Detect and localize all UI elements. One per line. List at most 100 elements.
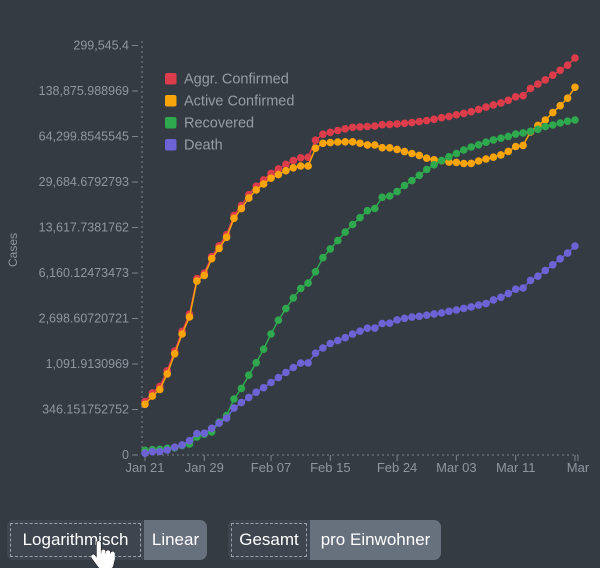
legend-item-active-confirmed[interactable]: Active Confirmed	[165, 94, 294, 110]
y-axis-title: Cases	[6, 233, 20, 267]
data-point-death	[193, 429, 201, 438]
data-point-active-confirmed	[282, 166, 290, 175]
data-point-death	[541, 266, 550, 275]
logarithmic-scale-button[interactable]: Logarithmisch	[7, 520, 144, 560]
data-point-active-confirmed	[348, 138, 357, 146]
data-point-death	[511, 285, 520, 294]
legend-label-recovered[interactable]: Recovered	[184, 116, 254, 132]
data-point-death	[430, 310, 438, 318]
data-point-recovered	[274, 316, 283, 325]
data-point-recovered	[563, 117, 572, 125]
data-point-active-confirmed	[141, 400, 149, 409]
data-point-aggr-confirmed	[526, 84, 535, 93]
data-point-death	[415, 312, 424, 321]
data-point-active-confirmed	[237, 204, 246, 213]
data-point-death	[489, 296, 498, 304]
data-point-recovered	[348, 220, 357, 229]
data-point-death	[526, 276, 535, 285]
data-point-aggr-confirmed	[400, 119, 409, 128]
x-tick-label: Jan 29	[185, 460, 224, 475]
series-death	[141, 242, 579, 458]
data-point-death	[393, 316, 401, 324]
data-point-recovered	[267, 330, 275, 338]
data-point-active-confirmed	[467, 159, 476, 168]
data-point-aggr-confirmed	[371, 122, 379, 130]
data-point-recovered	[363, 206, 372, 215]
legend-label-death[interactable]: Death	[184, 138, 223, 154]
data-point-recovered	[230, 395, 238, 403]
data-point-recovered	[422, 165, 431, 174]
x-tick-label: Jan 21	[125, 460, 164, 475]
data-point-death	[400, 314, 409, 323]
data-point-recovered	[259, 345, 268, 354]
data-point-recovered	[385, 192, 394, 200]
x-tick-label: Mar 11	[496, 460, 536, 475]
per-capita-mode-button[interactable]: pro Einwohner	[310, 520, 441, 560]
data-point-active-confirmed	[571, 83, 579, 92]
data-point-death	[460, 304, 468, 313]
data-point-death	[348, 330, 357, 338]
legend-label-aggr-confirmed[interactable]: Aggr. Confirmed	[184, 72, 289, 88]
legend-label-active-confirmed[interactable]: Active Confirmed	[184, 94, 294, 110]
data-point-death	[563, 249, 572, 257]
data-point-aggr-confirmed	[460, 109, 468, 118]
data-point-recovered	[378, 193, 387, 202]
data-point-death	[274, 373, 283, 382]
data-point-death	[363, 324, 372, 333]
y-tick-label: 29,684.6792793	[39, 175, 129, 189]
x-tick-label: Feb 24	[377, 460, 417, 475]
data-point-death	[267, 378, 275, 387]
data-point-death	[497, 293, 505, 302]
data-point-death	[319, 344, 327, 352]
data-point-aggr-confirmed	[385, 120, 394, 129]
data-point-death	[519, 284, 527, 292]
data-point-recovered	[526, 127, 535, 136]
data-point-recovered	[245, 371, 253, 380]
data-point-aggr-confirmed	[319, 130, 327, 138]
x-tick-label: Mar 03	[436, 460, 476, 475]
data-point-aggr-confirmed	[274, 165, 283, 173]
data-point-aggr-confirmed	[541, 76, 550, 84]
data-point-recovered	[482, 138, 490, 146]
linear-scale-button[interactable]: Linear	[144, 520, 207, 560]
data-point-aggr-confirmed	[519, 91, 527, 100]
data-point-recovered	[474, 141, 483, 149]
data-point-death	[148, 447, 157, 456]
data-point-recovered	[393, 187, 401, 196]
cases-chart: Cases 0 346.151752752 1,091.9130969 2,698.60…	[6, 39, 590, 476]
data-point-active-confirmed	[259, 180, 268, 188]
data-point-recovered	[289, 294, 298, 302]
data-point-death	[371, 324, 379, 332]
total-mode-button[interactable]: Gesamt	[228, 520, 310, 560]
data-point-aggr-confirmed	[563, 61, 572, 69]
data-point-death	[289, 363, 298, 372]
data-point-aggr-confirmed	[363, 122, 372, 131]
data-point-recovered	[304, 279, 312, 287]
legend-item-aggr-confirmed[interactable]: Aggr. Confirmed	[165, 72, 289, 88]
data-point-death	[311, 349, 320, 358]
data-point-recovered	[549, 121, 557, 129]
legend-item-recovered[interactable]: Recovered	[165, 116, 254, 132]
data-point-death	[156, 447, 164, 456]
data-point-active-confirmed	[200, 271, 209, 280]
y-tick-label: 1,091.9130969	[46, 357, 129, 371]
data-point-active-confirmed	[371, 141, 379, 149]
data-point-aggr-confirmed	[482, 103, 490, 111]
data-point-active-confirmed	[497, 151, 505, 159]
y-tick-label: 64,299.8545545	[39, 130, 129, 144]
legend-swatch-active-confirmed[interactable]	[165, 95, 177, 107]
data-point-active-confirmed	[304, 162, 312, 170]
legend-item-death[interactable]: Death	[165, 138, 223, 154]
data-point-aggr-confirmed	[504, 96, 513, 105]
data-point-recovered	[296, 284, 305, 293]
data-point-active-confirmed	[185, 313, 194, 321]
legend-swatch-death[interactable]	[165, 139, 177, 151]
data-point-active-confirmed	[408, 149, 416, 158]
data-point-aggr-confirmed	[334, 126, 342, 135]
data-point-aggr-confirmed	[497, 99, 505, 107]
data-point-death	[408, 313, 416, 321]
data-point-active-confirmed	[289, 164, 298, 172]
legend-swatch-recovered[interactable]	[165, 117, 177, 129]
legend-swatch-aggr-confirmed[interactable]	[165, 73, 177, 85]
data-point-aggr-confirmed	[289, 156, 298, 165]
